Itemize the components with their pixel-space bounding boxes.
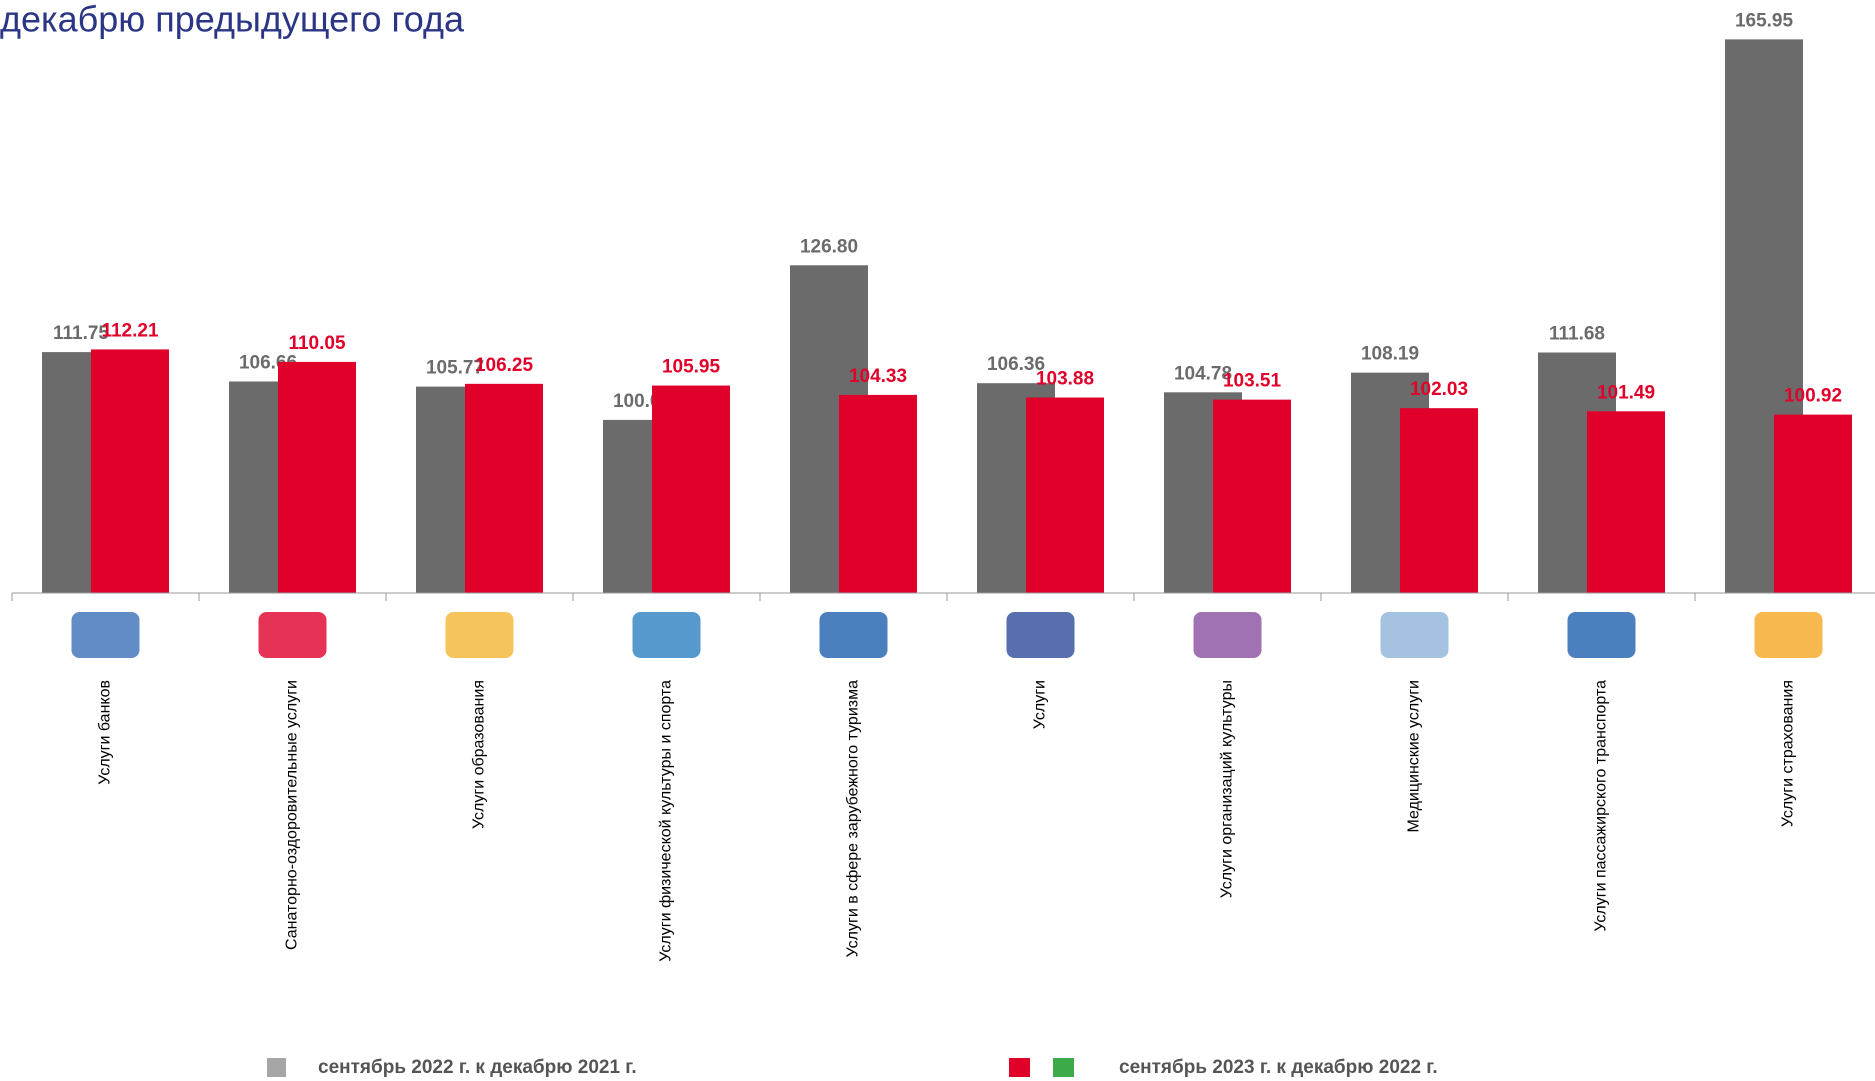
value-label: 103.51 [1223, 371, 1282, 392]
bar [1213, 399, 1291, 593]
category-label: Медицинские услуги [1406, 680, 1423, 832]
category-icon [1754, 612, 1823, 658]
legend-swatch [267, 1058, 286, 1077]
bar [1026, 397, 1104, 593]
category-label: Услуги пассажирского транспорта [1593, 680, 1610, 932]
category-icon [1380, 612, 1449, 658]
category-label: Услуги физической культуры и спорта [658, 680, 675, 962]
bar [1774, 414, 1852, 593]
value-label: 112.21 [101, 320, 158, 341]
bar [1400, 408, 1478, 593]
category-icon [1006, 612, 1075, 658]
category-icon [258, 612, 327, 658]
category-icon [1193, 612, 1262, 658]
value-label: 104.78 [1174, 363, 1232, 384]
legend-swatch [1053, 1058, 1074, 1077]
value-label: 106.36 [987, 354, 1045, 375]
chart-title: декабрю предыдущего года [0, 0, 465, 40]
category-icon [71, 612, 140, 658]
bar [839, 394, 917, 593]
value-label: 101.49 [1597, 382, 1655, 403]
category-label: Санаторно-оздоровительные услуги [284, 680, 301, 950]
value-label: 110.05 [288, 333, 345, 354]
legend-label: сентябрь 2023 г. к декабрю 2022 г. [1119, 1057, 1438, 1078]
value-label: 102.03 [1410, 379, 1468, 400]
value-label: 105.95 [662, 357, 721, 378]
value-label: 108.19 [1361, 344, 1419, 365]
bar [91, 349, 169, 593]
category-label: Услуги банков [97, 680, 114, 785]
value-label: 100.92 [1784, 386, 1842, 407]
category-label: Услуги организаций культуры [1219, 680, 1236, 898]
bar [278, 361, 356, 593]
value-label: 111.75 [53, 323, 109, 344]
legend-swatch [1009, 1058, 1030, 1077]
category-label: Услуги образования [471, 680, 488, 829]
value-label: 104.33 [849, 366, 907, 387]
bar [465, 383, 543, 593]
category-icon [1567, 612, 1636, 658]
category-icon [632, 612, 701, 658]
value-label: 106.25 [475, 355, 534, 376]
bar [1587, 411, 1665, 593]
category-icon [819, 612, 888, 658]
value-label: 126.80 [800, 236, 858, 257]
value-label: 111.68 [1549, 324, 1605, 345]
bar [652, 385, 730, 593]
category-label: Услуги [1032, 680, 1049, 729]
legend-label: сентябрь 2022 г. к декабрю 2021 г. [318, 1057, 637, 1078]
category-label: Услуги страхования [1780, 680, 1797, 827]
value-label: 105.77 [426, 358, 484, 379]
value-label: 165.95 [1735, 10, 1794, 31]
category-icon [445, 612, 514, 658]
value-label: 103.88 [1036, 369, 1094, 390]
category-label: Услуги в сфере зарубежного туризма [845, 680, 862, 958]
